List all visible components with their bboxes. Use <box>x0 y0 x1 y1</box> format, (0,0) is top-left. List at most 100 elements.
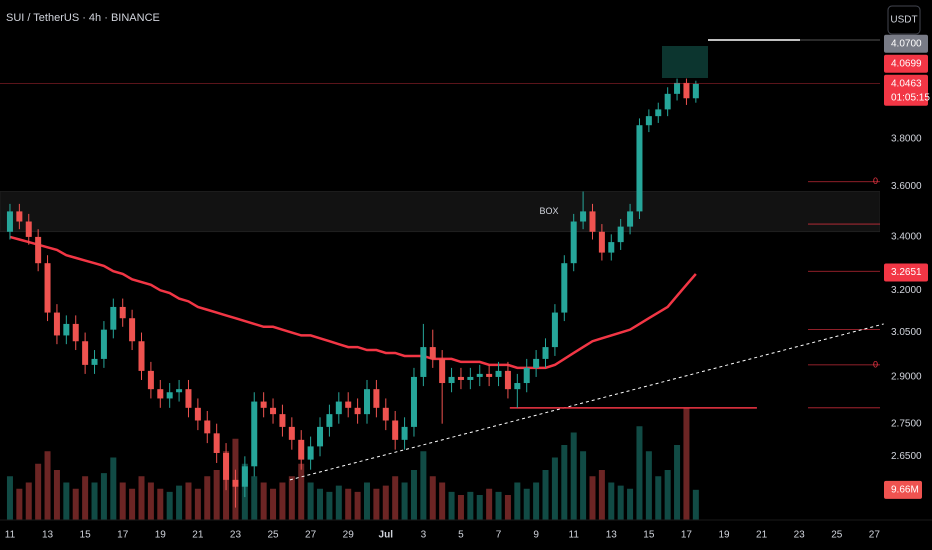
candle-body <box>25 221 32 237</box>
volume-bar <box>429 476 436 520</box>
x-tick-label: 9 <box>533 530 539 541</box>
candle-body <box>363 389 370 415</box>
candle-body <box>514 383 521 390</box>
volume-bar <box>326 491 333 520</box>
candle-body <box>420 347 427 377</box>
candle-body <box>176 389 183 393</box>
chart-title: SUI / TetherUS · 4h · BINANCE <box>6 12 160 24</box>
volume-bar <box>176 485 183 520</box>
candle-body <box>307 446 314 460</box>
candle-body <box>457 376 464 380</box>
candle-body <box>72 323 79 342</box>
candle-body <box>692 83 699 99</box>
candle-body <box>627 211 634 227</box>
box-label: BOX <box>539 206 558 216</box>
candle-body <box>410 376 417 427</box>
x-tick-label: 11 <box>5 530 16 541</box>
x-tick-label: Jul <box>379 530 394 541</box>
candle-body <box>373 389 380 408</box>
candle-body <box>580 211 587 222</box>
y-tick-label: 3.4000 <box>891 232 922 243</box>
candle-body <box>504 370 511 390</box>
volume-bar <box>63 482 70 520</box>
currency-label[interactable]: USDT <box>890 15 917 26</box>
price-tag-label: 4.0699 <box>891 58 922 69</box>
volume-bar <box>307 482 314 520</box>
candle-body <box>223 452 230 480</box>
volume-bar <box>354 491 361 520</box>
box-zone <box>0 191 881 233</box>
x-tick-label: 7 <box>496 530 502 541</box>
volume-bar <box>692 489 699 520</box>
candle-body <box>53 312 60 336</box>
volume-bar <box>345 488 352 520</box>
candle-body <box>185 389 192 408</box>
x-tick-label: 27 <box>305 530 317 541</box>
currency-button[interactable] <box>887 5 921 35</box>
candle-body <box>138 341 145 371</box>
candle-body <box>664 93 671 110</box>
volume-bar <box>157 488 164 520</box>
volume-bar <box>410 470 417 520</box>
candle-body <box>298 439 305 460</box>
candle-body <box>279 414 286 427</box>
x-tick-label: 15 <box>80 530 92 541</box>
candle-body <box>270 407 277 415</box>
candle-body <box>6 211 13 232</box>
trendline <box>289 323 884 481</box>
volume-bar <box>636 426 643 520</box>
candle-body <box>674 82 681 94</box>
volume-bar <box>44 451 51 520</box>
candle-body <box>683 82 690 99</box>
volume-bar <box>542 470 549 520</box>
volume-bar <box>53 470 60 520</box>
candle-body <box>636 125 643 212</box>
candle-body <box>251 401 258 467</box>
x-tick-label: 27 <box>869 530 881 541</box>
candle-body <box>345 401 352 408</box>
volume-bar <box>448 491 455 520</box>
candle-body <box>589 211 596 232</box>
volume-bar <box>129 488 136 520</box>
x-tick-label: 21 <box>192 530 204 541</box>
x-tick-label: 25 <box>267 530 279 541</box>
candle-body <box>401 426 408 440</box>
volume-bar <box>194 488 201 520</box>
candle-body <box>204 420 211 434</box>
candle-body <box>467 376 474 380</box>
volume-bar <box>72 488 79 520</box>
volume-bar <box>185 482 192 520</box>
candle-body <box>194 407 201 421</box>
price-tag <box>884 74 928 106</box>
volume-bar <box>664 470 671 520</box>
candle-body <box>392 420 399 440</box>
volume-bar <box>251 476 258 520</box>
x-tick-label: 29 <box>343 530 355 541</box>
candle-body <box>448 376 455 384</box>
candle-body <box>476 373 483 377</box>
y-tick-label: 3.6000 <box>891 181 922 192</box>
volume-bar <box>16 488 23 520</box>
price-tag <box>884 34 928 53</box>
price-tag-label: 3.2651 <box>891 267 922 278</box>
volume-bar <box>82 476 89 520</box>
volume-bar <box>655 476 662 520</box>
candle-body <box>157 389 164 399</box>
x-tick-label: 19 <box>155 530 167 541</box>
x-tick-label: 5 <box>458 530 464 541</box>
candle-body <box>542 347 549 359</box>
volume-bar <box>147 482 154 520</box>
x-tick-label: 21 <box>756 530 768 541</box>
price-tag-label: 4.0463 <box>891 78 922 89</box>
candle-body <box>335 401 342 415</box>
candle-body <box>147 370 154 390</box>
volume-bar <box>373 488 380 520</box>
x-tick-label: 13 <box>606 530 618 541</box>
x-tick-label: 23 <box>794 530 806 541</box>
x-tick-label: 17 <box>117 530 129 541</box>
volume-bar <box>551 457 558 520</box>
candle-body <box>110 306 117 330</box>
volume-bar <box>166 491 173 520</box>
candle-body <box>91 358 98 365</box>
